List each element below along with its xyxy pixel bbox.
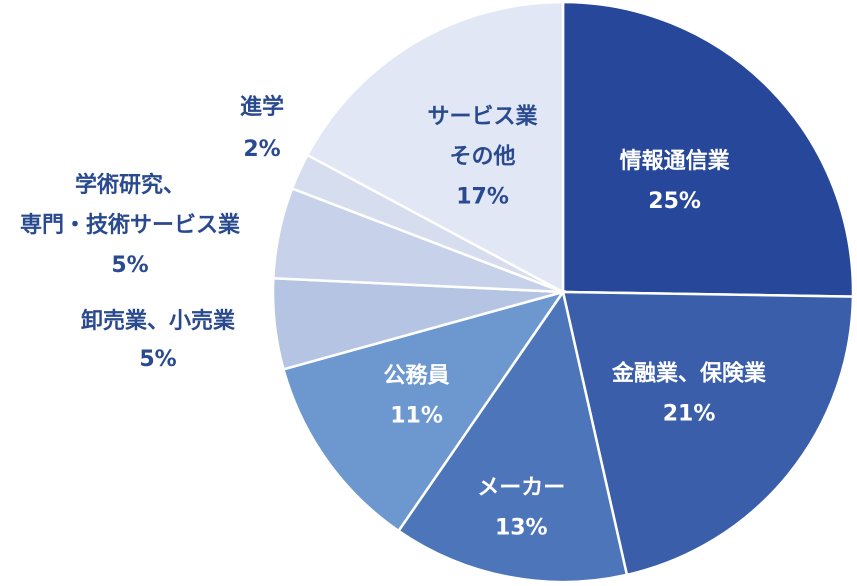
- pie-slice-4: [281, 289, 566, 533]
- pie-labels: 情報通信業 25% 金融業、保険業 21% メーカー 13% 公務員 11% 卸売業、小売業 5%…: [20, 94, 767, 540]
- slice-label: メーカー: [477, 475, 565, 500]
- pie-slices: [271, 0, 855, 584]
- slice-label: 学術研究、: [75, 172, 185, 198]
- pie-slice-2: [561, 290, 855, 577]
- slice-label: 情報通信業: [620, 148, 731, 174]
- slice-value-label: 2%: [243, 137, 280, 162]
- slice-label: 卸売業、小売業: [81, 308, 236, 334]
- slice-value-label: 17%: [456, 185, 509, 210]
- slice-label: 専門・技術サービス業: [20, 212, 241, 238]
- slice-label: その他: [450, 145, 516, 170]
- slice-label: 進学: [240, 94, 284, 120]
- pie-slice-1: [561, 0, 855, 298]
- slice-label: 金融業、保険業: [611, 360, 767, 386]
- slice-value-label: 5%: [139, 347, 176, 372]
- slice-value-label: 5%: [111, 253, 148, 278]
- pie-slice-8: [305, 0, 565, 295]
- slice-label: サービス業: [428, 105, 539, 130]
- slice-value-label: 21%: [663, 401, 716, 426]
- slice-value-label: 13%: [495, 515, 548, 540]
- slice-value-label: 25%: [648, 189, 701, 214]
- pie-slice-3: [396, 288, 629, 584]
- slice-value-label: 11%: [390, 403, 443, 428]
- slice-label: 公務員: [384, 362, 450, 388]
